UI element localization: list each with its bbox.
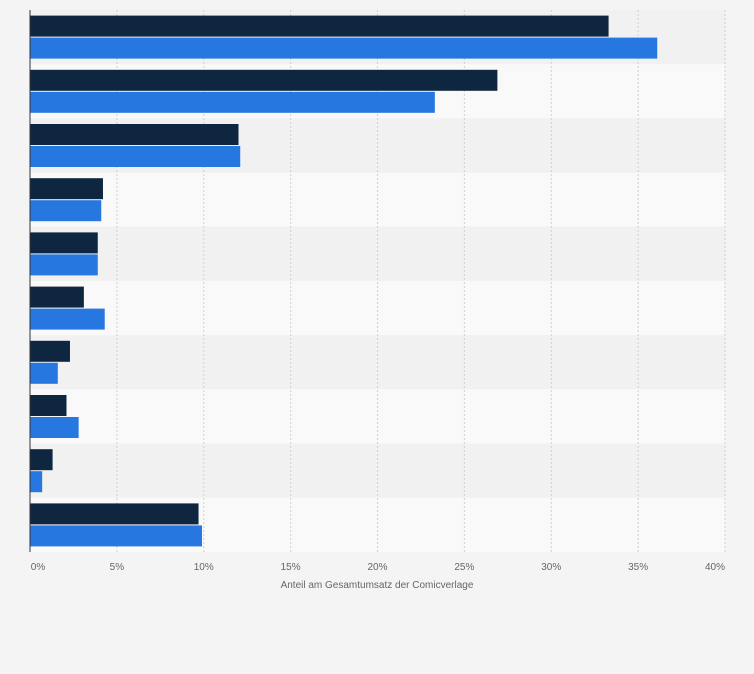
x-axis-label: Anteil am Gesamtumsatz der Comicverlage — [281, 580, 474, 591]
x-tick-label: 35% — [628, 562, 648, 573]
x-tick-label: 0% — [31, 562, 46, 573]
bar — [30, 15, 609, 37]
bar — [30, 91, 435, 113]
bar — [30, 471, 43, 493]
x-tick-label: 25% — [454, 562, 474, 573]
bar — [30, 362, 58, 384]
bars — [30, 15, 658, 547]
bar — [30, 69, 498, 91]
bar — [30, 37, 658, 59]
bar — [30, 124, 239, 145]
x-tick-label: 20% — [367, 562, 387, 573]
bar — [30, 178, 103, 200]
x-tick-label: 10% — [194, 562, 214, 573]
x-tick-label: 5% — [110, 562, 125, 573]
bar — [30, 254, 98, 276]
bar — [30, 232, 98, 254]
bar — [30, 503, 199, 525]
bar — [30, 286, 84, 308]
bar — [30, 200, 102, 222]
bar — [30, 340, 70, 362]
bar — [30, 395, 67, 416]
x-tick-labels: 0% 5% 10% 15% 20% 25% 30% 35% 40% — [31, 562, 725, 573]
bar — [30, 417, 79, 438]
x-tick-label: 40% — [705, 562, 725, 573]
x-tick-label: 15% — [281, 562, 301, 573]
bar — [30, 308, 105, 330]
bar — [30, 525, 203, 547]
bar — [30, 449, 53, 471]
x-tick-label: 30% — [541, 562, 561, 573]
bar — [30, 146, 241, 167]
